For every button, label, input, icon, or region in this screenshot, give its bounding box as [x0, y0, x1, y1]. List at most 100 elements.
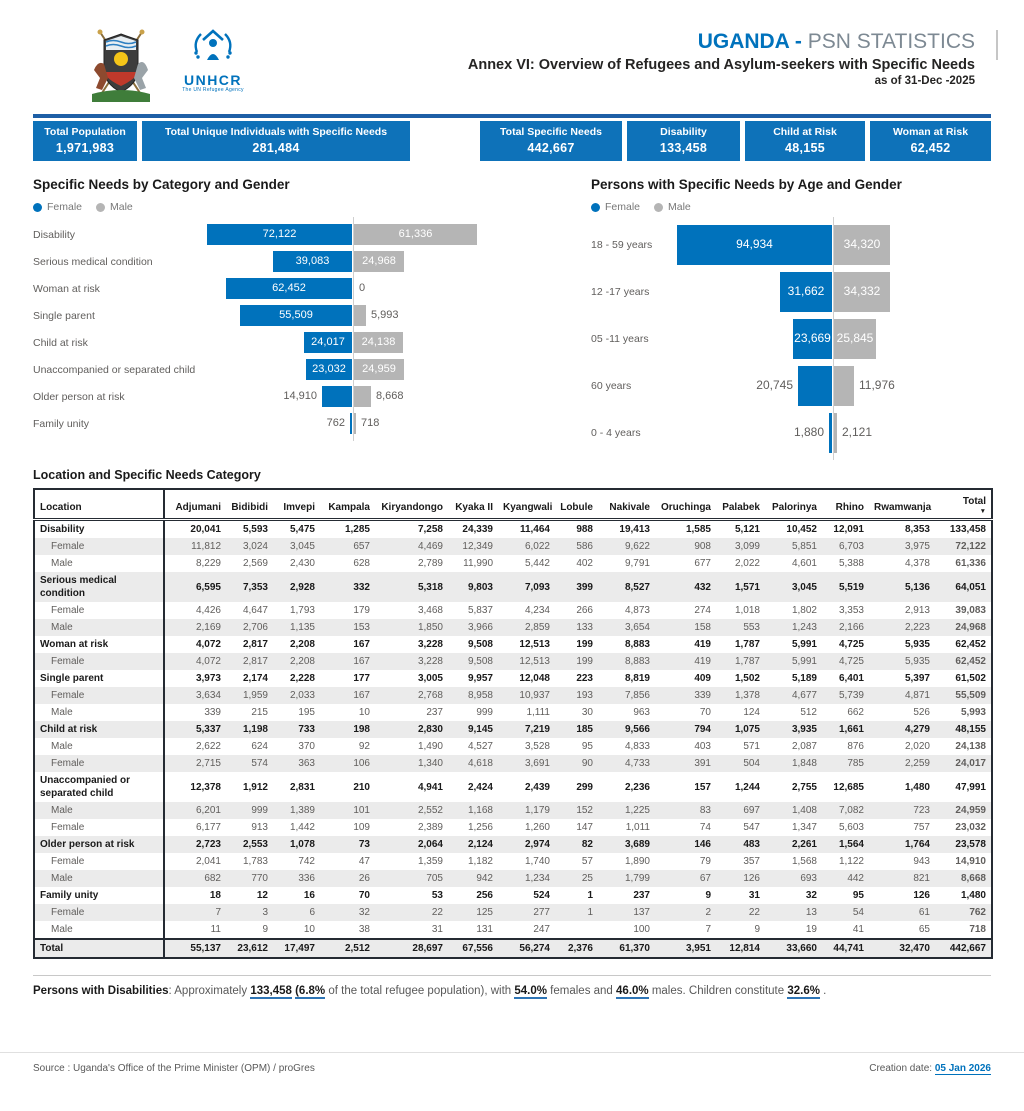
column-header-kampala[interactable]: Kampala: [320, 489, 375, 521]
table-cell: 126: [913, 890, 930, 901]
table-cell: 357: [743, 856, 760, 867]
column-header-adjumani[interactable]: Adjumani: [163, 489, 226, 521]
chart-needs-by-age: Persons with Specific Needs by Age and G…: [591, 177, 991, 460]
female-bar[interactable]: [207, 224, 352, 245]
table-cell: 4,469: [417, 541, 443, 552]
row-label: Male: [51, 805, 73, 816]
female-bar[interactable]: [829, 412, 832, 453]
column-header-palorinya[interactable]: Palorinya: [765, 489, 822, 521]
table-cell: 2,622: [163, 738, 226, 755]
bar-value-label: 94,934: [736, 237, 773, 252]
column-header-rwamwanja[interactable]: Rwamwanja: [869, 489, 935, 521]
table-cell: 1,890: [624, 856, 650, 867]
male-bar[interactable]: [354, 251, 404, 272]
female-bar[interactable]: [793, 318, 832, 359]
table-cell: 419: [694, 639, 711, 650]
table-cell: 12,814: [716, 938, 765, 958]
table-cell: 718: [969, 924, 986, 935]
table-cell: 2,974: [524, 839, 550, 850]
table-cell: 9,145: [467, 724, 493, 735]
table-cell: 14,910: [955, 856, 986, 867]
table-cell: 2,208: [289, 656, 315, 667]
table-cell: 7,093: [524, 581, 550, 593]
table-cell: 2,512: [320, 938, 375, 958]
table-cell: 25: [581, 873, 593, 884]
chart-category-label: Unaccompanied or separated child: [33, 363, 196, 376]
female-bar[interactable]: [322, 386, 352, 407]
table-row: Male 2,622 624 370 92 1,490 4,527 3,528 95 4,833 4…: [34, 738, 992, 755]
table-cell: 1,359: [417, 856, 443, 867]
male-bar[interactable]: [834, 412, 837, 453]
column-header-kyaka-ii[interactable]: Kyaka II: [448, 489, 498, 521]
male-bar[interactable]: [354, 413, 356, 434]
table-cell: 3,468: [417, 605, 443, 616]
bar-canvas: 31,662 34,332: [671, 264, 989, 319]
female-bar[interactable]: [350, 413, 352, 434]
table-cell: 4,725: [838, 656, 864, 667]
female-bar[interactable]: [273, 251, 352, 272]
male-bar[interactable]: [834, 318, 876, 359]
kpi-card-total-specific-needs: Total Specific Needs 442,667: [480, 121, 622, 161]
table-cell: 5,851: [791, 541, 817, 552]
table-cell: 167: [353, 656, 370, 667]
table-cell: 3,951: [655, 938, 716, 958]
male-bar[interactable]: [354, 332, 403, 353]
table-cell: 1,764: [904, 839, 930, 850]
row-label: Disability: [40, 524, 85, 535]
table-cell: 2,208: [289, 639, 315, 650]
row-label: Female: [51, 856, 85, 867]
chart-legend: Female Male: [33, 201, 511, 213]
title-country: UGANDA: [697, 30, 790, 53]
female-bar[interactable]: [240, 305, 352, 326]
female-bar[interactable]: [798, 365, 832, 406]
bar-canvas: 94,934 34,320: [671, 217, 989, 272]
female-bar[interactable]: [677, 224, 832, 265]
table-row: Female 11,812 3,024 3,045 657 4,469 12,349 6,02…: [34, 538, 992, 555]
column-header-nakivale[interactable]: Nakivale: [598, 489, 655, 521]
column-header-total[interactable]: Total ▼: [935, 489, 992, 521]
bar-value-label: 11,976: [859, 378, 895, 393]
table-cell: 55,509: [955, 690, 986, 701]
bar-canvas: 55,509 5,993: [203, 298, 498, 333]
male-bar[interactable]: [834, 224, 890, 265]
table-cell: 4,378: [904, 558, 930, 569]
column-header-lobule[interactable]: Lobule: [555, 489, 598, 521]
male-bar[interactable]: [834, 365, 854, 406]
table-cell: 8,668: [960, 873, 986, 884]
scrollbar-tick[interactable]: [996, 30, 998, 60]
note-lead: Persons with Disabilities: [33, 985, 169, 997]
table-cell: 12,349: [462, 541, 493, 552]
female-bar[interactable]: [780, 271, 832, 312]
table-cell: 198: [353, 724, 370, 735]
female-bar[interactable]: [306, 359, 352, 380]
kpi-card-total-unique-individuals-with-specific-needs: Total Unique Individuals with Specific N…: [142, 121, 410, 161]
male-bar[interactable]: [354, 224, 477, 245]
column-header-rhino[interactable]: Rhino: [822, 489, 869, 521]
table-cell: 72,122: [955, 541, 986, 552]
table-cell: 70: [699, 707, 711, 718]
table-row: Female 2,715 574 363 106 1,340 4,618 3,691 90 4,7…: [34, 755, 992, 772]
female-bar[interactable]: [304, 332, 352, 353]
table-cell: 657: [353, 541, 370, 552]
male-bar[interactable]: [354, 305, 366, 326]
column-header-bidibidi[interactable]: Bidibidi: [226, 489, 273, 521]
column-header-imvepi[interactable]: Imvepi: [273, 489, 320, 521]
male-bar[interactable]: [834, 271, 890, 312]
bar-row: Woman at risk 62,452 0: [33, 271, 511, 306]
table-cell: 177: [353, 673, 370, 684]
column-header-location[interactable]: Location: [34, 489, 164, 521]
column-header-kiryandongo[interactable]: Kiryandongo: [375, 489, 448, 521]
column-header-kyangwali[interactable]: Kyangwali: [498, 489, 555, 521]
female-bar[interactable]: [226, 278, 352, 299]
table-cell: 23,032: [955, 822, 986, 833]
table-cell: 1: [587, 907, 593, 918]
male-bar[interactable]: [354, 386, 371, 407]
column-header-palabek[interactable]: Palabek: [716, 489, 765, 521]
male-bar[interactable]: [354, 359, 404, 380]
table-cell: 158: [694, 622, 711, 633]
table-cell: 1,848: [791, 758, 817, 769]
table-cell: 19: [805, 924, 817, 935]
table-cell: 677: [694, 558, 711, 569]
axis-line: [833, 405, 834, 460]
column-header-oruchinga[interactable]: Oruchinga: [655, 489, 716, 521]
